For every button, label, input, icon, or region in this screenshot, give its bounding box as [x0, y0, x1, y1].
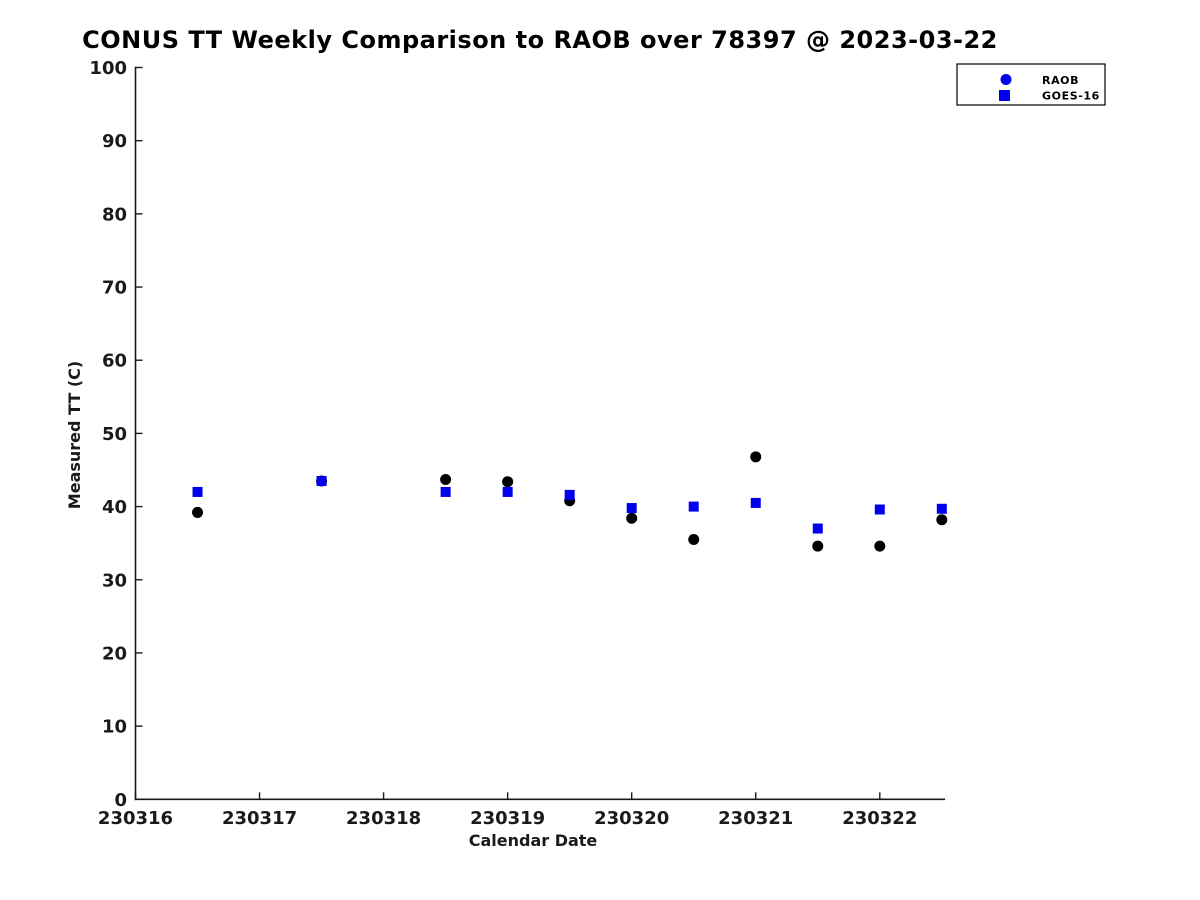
y-tick-label: 10	[102, 717, 127, 738]
y-tick-label: 70	[102, 278, 127, 299]
chart-title: CONUS TT Weekly Comparison to RAOB over …	[82, 26, 998, 54]
x-tick-label: 230322	[842, 808, 917, 829]
data-point-raob	[688, 534, 700, 546]
data-point-goes-16	[316, 475, 327, 486]
legend-label-raob: RAOB	[1042, 74, 1079, 87]
data-point-goes-16	[874, 504, 885, 515]
data-point-raob	[936, 514, 948, 526]
data-point-goes-16	[936, 503, 947, 514]
x-axis-label: Calendar Date	[469, 831, 598, 850]
data-point-raob	[440, 474, 452, 486]
y-tick-label: 0	[114, 790, 127, 811]
x-tick-label: 230316	[98, 808, 173, 829]
axes: 0 10 20 30 40 50 60 70 80 90 100 230316 230317 230318…	[89, 58, 946, 829]
legend-label-goes-16: GOES-16	[1042, 90, 1100, 103]
y-tick-label: 60	[102, 351, 127, 372]
legend-marker-raob-circle-icon	[1000, 74, 1012, 85]
data-point-goes-16	[812, 523, 823, 534]
x-tick-label: 230321	[718, 808, 793, 829]
data-point-goes-16	[440, 486, 451, 497]
x-tick-label: 230320	[594, 808, 669, 829]
data-point-goes-16	[192, 486, 203, 497]
data-point-raob	[750, 451, 762, 463]
y-tick-label: 30	[102, 570, 127, 591]
data-point-goes-16	[750, 497, 761, 508]
legend-marker-goes-16-square-icon	[999, 90, 1010, 101]
data-point-goes-16	[564, 489, 575, 500]
data-point-raob	[626, 512, 638, 524]
data-point-raob	[502, 476, 514, 488]
data-point-goes-16	[688, 501, 699, 512]
y-tick-label: 100	[89, 58, 127, 79]
data-point-raob	[874, 540, 886, 552]
y-tick-label: 80	[102, 204, 127, 225]
x-tick-label: 230319	[470, 808, 545, 829]
y-tick-label: 40	[102, 497, 127, 518]
data-point-raob	[812, 540, 824, 552]
y-tick-label: 50	[102, 424, 127, 445]
data-point-goes-16	[502, 486, 513, 497]
y-tick-label: 20	[102, 643, 127, 664]
data-points	[192, 451, 948, 552]
legend: RAOB GOES-16	[956, 63, 1106, 106]
legend-box	[956, 63, 1106, 106]
x-tick-label: 230318	[346, 808, 421, 829]
x-tick-label: 230317	[222, 808, 297, 829]
y-axis-label: Measured TT (C)	[65, 361, 84, 509]
data-point-raob	[192, 506, 204, 518]
y-tick-label: 90	[102, 131, 127, 152]
data-point-goes-16	[626, 503, 637, 514]
